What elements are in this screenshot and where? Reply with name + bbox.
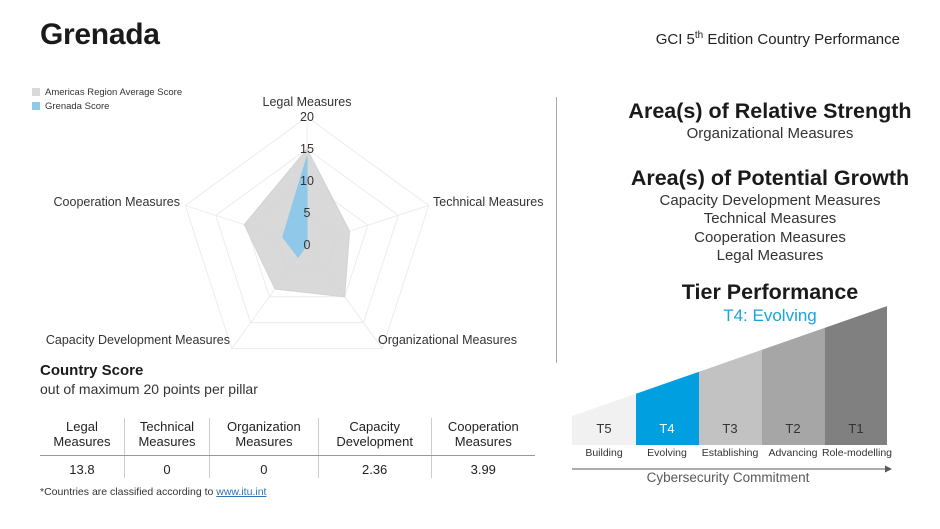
svg-text:T5: T5: [596, 421, 611, 436]
svg-text:15: 15: [300, 142, 314, 156]
svg-text:0: 0: [304, 238, 311, 252]
svg-text:Evolving: Evolving: [647, 447, 687, 459]
svg-text:T4: T4: [659, 421, 674, 436]
svg-text:Role-modelling: Role-modelling: [822, 447, 892, 459]
svg-text:T1: T1: [848, 421, 863, 436]
svg-text:10: 10: [300, 174, 314, 188]
svg-text:T2: T2: [785, 421, 800, 436]
svg-text:Cybersecurity Commitment: Cybersecurity Commitment: [647, 470, 810, 485]
svg-text:5: 5: [304, 206, 311, 220]
svg-text:Advancing: Advancing: [768, 447, 817, 459]
svg-text:T3: T3: [722, 421, 737, 436]
svg-text:20: 20: [300, 110, 314, 124]
svg-text:Building: Building: [585, 447, 623, 459]
svg-text:Establishing: Establishing: [702, 447, 759, 459]
